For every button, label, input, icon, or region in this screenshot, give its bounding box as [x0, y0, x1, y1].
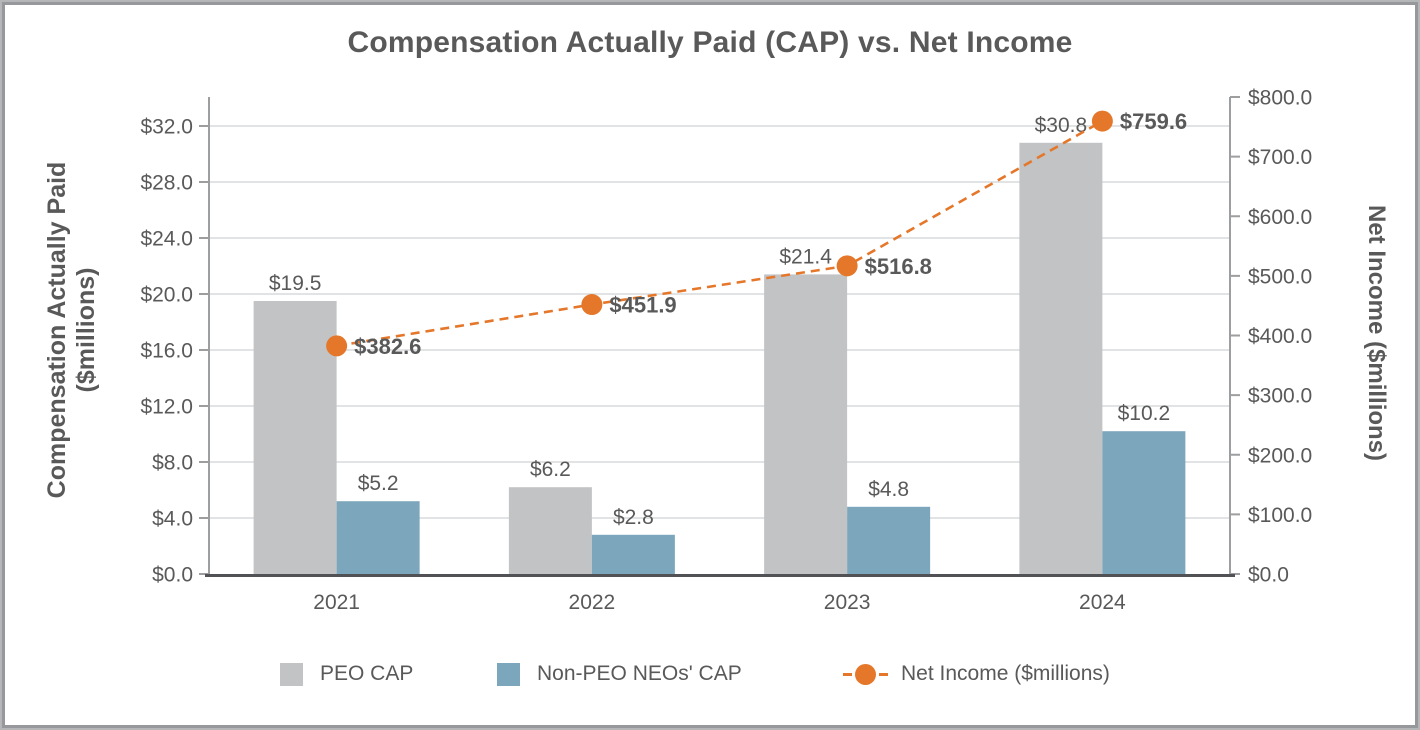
x-axis-label-2024: 2024 [1079, 591, 1126, 614]
x-axis-label-2023: 2023 [824, 591, 871, 614]
right-axis-tick-label: $0.0 [1248, 564, 1289, 587]
bar-label-peo-cap-2021: $19.5 [269, 272, 322, 295]
x-axis-label-2021: 2021 [313, 591, 360, 614]
bar-peo-cap-2024 [1019, 142, 1103, 575]
bar-peo-cap-2021 [253, 301, 337, 574]
legend-item-peo-cap: PEO CAP [280, 662, 413, 686]
legend-label-net-income: Net Income ($millions) [901, 662, 1110, 685]
bar-non-peo-neos-cap-2024 [1102, 431, 1186, 574]
right-axis-tick-label: $100.0 [1248, 504, 1312, 527]
left-axis-tick-label: $0.0 [152, 564, 193, 587]
net-income-marker-2021 [326, 335, 348, 357]
left-axis-tick-label: $24.0 [140, 228, 193, 251]
bar-label-peo-cap-2024: $30.8 [1035, 114, 1088, 137]
net-income-label-2023: $516.8 [865, 254, 932, 279]
legend-dot-icon [855, 663, 876, 685]
bar-label-non-peo-neos-cap-2023: $4.8 [868, 478, 909, 501]
right-axis-tick-label: $400.0 [1248, 325, 1312, 348]
net-income-marker-2023 [836, 255, 858, 277]
left-axis-tick-label: $4.0 [152, 508, 193, 531]
left-axis-tick-label: $8.0 [152, 452, 193, 475]
net-income-label-2024: $759.6 [1120, 109, 1187, 134]
x-axis-label-2022: 2022 [569, 591, 616, 614]
right-axis-tick-label: $600.0 [1248, 206, 1312, 229]
legend-dash-icon [843, 672, 852, 676]
bar-label-peo-cap-2023: $21.4 [779, 245, 832, 268]
net-income-label-2021: $382.6 [354, 334, 421, 359]
legend-label-non-peo-neos-cap: Non-PEO NEOs' CAP [537, 662, 742, 685]
right-axis-tick-label: $200.0 [1248, 444, 1312, 467]
left-axis-tick-label: $16.0 [140, 340, 193, 363]
right-axis-tick-label: $300.0 [1248, 385, 1312, 408]
net-income-marker-2024 [1091, 110, 1113, 132]
bar-label-non-peo-neos-cap-2024: $10.2 [1118, 402, 1171, 425]
bar-non-peo-neos-cap-2022 [591, 534, 675, 574]
right-axis-tick-label: $700.0 [1248, 146, 1312, 169]
net-income-line [336, 119, 1104, 348]
left-axis-tick-label: $32.0 [140, 116, 193, 139]
net-income-line-marker-icon [843, 663, 888, 685]
legend-dash-icon [879, 672, 888, 676]
left-axis-tick-label: $12.0 [140, 396, 193, 419]
chart-title: Compensation Actually Paid (CAP) vs. Net… [347, 26, 1073, 59]
bar-label-non-peo-neos-cap-2022: $2.8 [613, 506, 654, 529]
net-income-marker-2022 [581, 294, 603, 316]
left-axis-tick-label: $20.0 [140, 284, 193, 307]
bar-non-peo-neos-cap-2021 [336, 501, 420, 574]
bar-label-non-peo-neos-cap-2021: $5.2 [358, 472, 399, 495]
net-income-label-2022: $451.9 [609, 293, 676, 318]
bar-label-peo-cap-2022: $6.2 [530, 458, 571, 481]
right-axis-tick-label: $500.0 [1248, 265, 1312, 288]
legend-item-non-peo-neos-cap: Non-PEO NEOs' CAP [497, 662, 742, 686]
bar-peo-cap-2023 [764, 274, 848, 574]
left-axis-tick-label: $28.0 [140, 172, 193, 195]
non-peo-neos-cap-swatch-icon [497, 662, 520, 686]
right-axis-tick-label: $800.0 [1248, 87, 1312, 110]
legend-label-peo-cap: PEO CAP [320, 662, 414, 685]
peo-cap-swatch-icon [280, 662, 303, 686]
bar-peo-cap-2022 [508, 487, 592, 574]
legend-item-net-income: Net Income ($millions) [843, 662, 1110, 686]
bar-non-peo-neos-cap-2023 [847, 506, 931, 574]
